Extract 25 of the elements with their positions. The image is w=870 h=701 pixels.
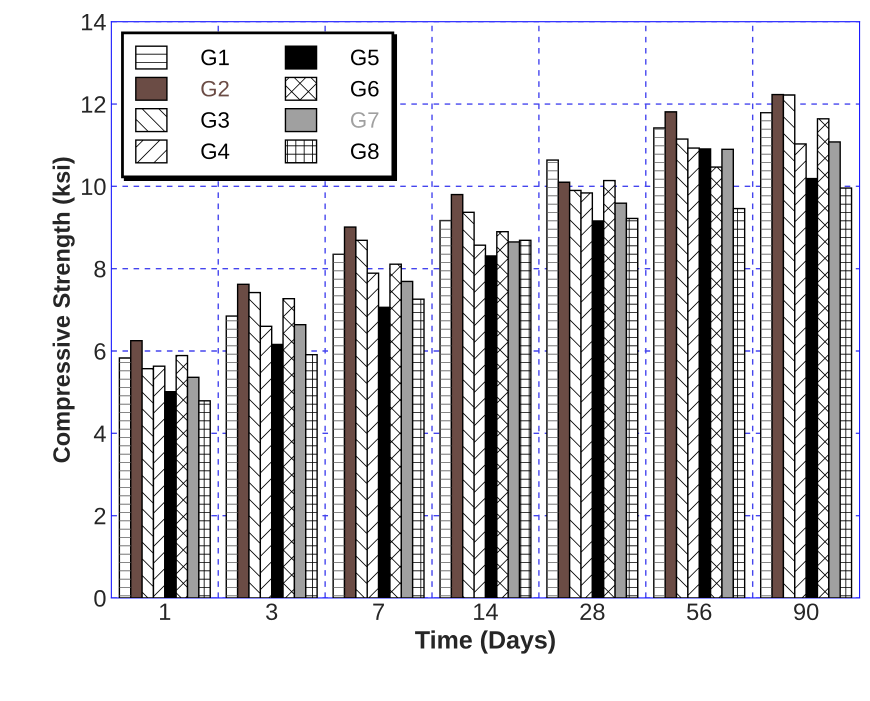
legend-label: G6 [351,80,379,97]
y-tick-label: 12 [82,96,106,113]
legend-label: G4 [201,143,230,160]
y-axis-title: Compressive Strength (ksi) [52,157,75,462]
legend-label: G5 [351,50,379,66]
y-tick-label: 14 [82,14,106,30]
x-tick-label: 3 [266,603,278,620]
x-tick-label: 1 [160,604,170,620]
y-tick-label: 8 [94,260,106,278]
y-tick-label: 6 [94,343,106,360]
legend-label: G7 [351,112,378,128]
y-tick-label: 4 [94,426,106,442]
legend-label: G8 [351,143,379,160]
x-tick-label: 14 [474,604,498,620]
legend-label: G1 [201,50,229,66]
y-tick-label: 10 [82,178,106,196]
x-tick-label: 56 [687,603,712,620]
legend-label: G3 [201,112,229,128]
x-tick-label: 28 [580,603,604,620]
y-tick-label: 2 [94,508,106,524]
x-tick-label: 7 [373,604,384,620]
legend-label: G2 [201,80,229,97]
x-tick-label: 90 [794,603,818,620]
y-tick-label: 0 [94,590,106,607]
x-axis-title: Time (Days) [415,630,555,654]
